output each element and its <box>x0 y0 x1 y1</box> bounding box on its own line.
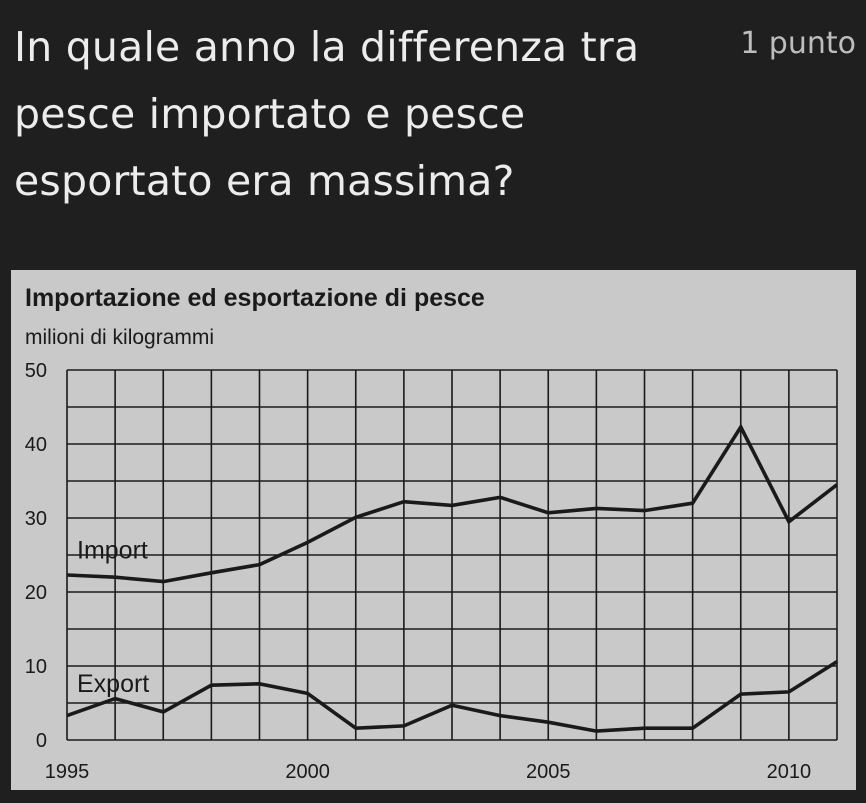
points-label: 1 punto <box>740 26 856 61</box>
x-tick-label: 2010 <box>767 761 812 783</box>
series-line-export <box>66 660 838 733</box>
series-lines <box>66 423 839 733</box>
series-label-export: Export <box>77 670 149 698</box>
question-text: In quale anno la differenza tra pesce im… <box>14 23 640 205</box>
chart-title: Importazione ed esportazione di pesce <box>25 284 485 312</box>
y-tick-label: 30 <box>25 508 47 530</box>
grid <box>66 369 838 741</box>
x-tick-label: 2005 <box>526 761 571 783</box>
series-labels: Import Export <box>77 537 149 698</box>
y-tick-label: 50 <box>25 360 47 382</box>
chart-subtitle: milioni di kilogrammi <box>25 326 215 349</box>
y-tick-label: 0 <box>36 730 47 752</box>
series-label-import: Import <box>77 537 148 565</box>
y-tick-label: 20 <box>25 582 47 604</box>
y-tick-label: 10 <box>25 656 47 678</box>
chart-panel: 50 40 30 20 10 0 1995 2000 2005 2010 Import Export… <box>11 270 856 790</box>
x-tick-label: 2000 <box>285 761 330 783</box>
y-tick-label: 40 <box>25 434 47 456</box>
x-tick-label: 1995 <box>45 761 90 783</box>
series-line-import <box>66 423 839 584</box>
